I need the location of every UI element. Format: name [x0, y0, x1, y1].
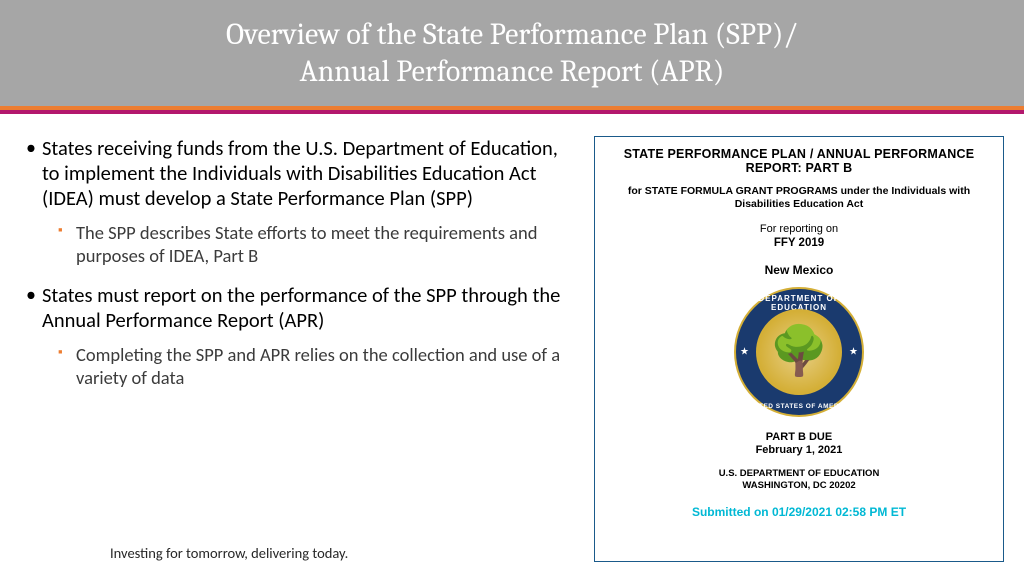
bullet-text: States receiving funds from the U.S. Dep…	[42, 136, 574, 211]
bullet-item: • States must report on the performance …	[20, 283, 574, 333]
slide-title: Overview of the State Performance Plan (…	[226, 16, 798, 91]
title-line-1: Overview of the State Performance Plan (…	[226, 17, 798, 52]
seal-inner-disc: 🌳	[756, 309, 842, 395]
sub-bullet-text: The SPP describes State efforts to meet …	[76, 221, 574, 267]
sub-bullet-item: ▪ The SPP describes State efforts to mee…	[58, 221, 574, 267]
doc-reporting-label: For reporting on	[609, 223, 989, 235]
doc-state: New Mexico	[609, 263, 989, 277]
doc-title: STATE PERFORMANCE PLAN / ANNUAL PERFORMA…	[609, 147, 989, 175]
doc-address: WASHINGTON, DC 20202	[609, 480, 989, 491]
seal-star-left: ★	[740, 347, 749, 358]
accent-stripe	[0, 106, 1024, 114]
tree-icon: 🌳	[769, 328, 829, 376]
title-line-2: Annual Performance Report (APR)	[300, 54, 725, 89]
bullet-marker: •	[20, 136, 42, 211]
slide-header: Overview of the State Performance Plan (…	[0, 0, 1024, 106]
sub-bullet-marker: ▪	[58, 343, 76, 389]
doc-ffy: FFY 2019	[609, 237, 989, 249]
seal-star-right: ★	[849, 347, 858, 358]
bullet-column: • States receiving funds from the U.S. D…	[20, 136, 582, 562]
slide-body: • States receiving funds from the U.S. D…	[0, 114, 1024, 562]
bullet-item: • States receiving funds from the U.S. D…	[20, 136, 574, 211]
doc-due-date: February 1, 2021	[609, 444, 989, 456]
bullet-marker: •	[20, 283, 42, 333]
doc-subtitle: for STATE FORMULA GRANT PROGRAMS under t…	[609, 185, 989, 211]
sub-bullet-text: Completing the SPP and APR relies on the…	[76, 343, 574, 389]
sub-bullet-marker: ▪	[58, 221, 76, 267]
sub-bullet-item: ▪ Completing the SPP and APR relies on t…	[58, 343, 574, 389]
document-preview: STATE PERFORMANCE PLAN / ANNUAL PERFORMA…	[594, 136, 1004, 562]
footer-tagline: Investing for tomorrow, delivering today…	[110, 544, 348, 562]
seal-bottom-text: UNITED STATES OF AMERICA	[734, 403, 864, 410]
doc-department: U.S. DEPARTMENT OF EDUCATION	[609, 468, 989, 479]
doc-partb-label: PART B DUE	[609, 431, 989, 443]
doc-submitted-timestamp: Submitted on 01/29/2021 02:58 PM ET	[609, 505, 989, 519]
bullet-text: States must report on the performance of…	[42, 283, 574, 333]
dept-education-seal: DEPARTMENT OF EDUCATION UNITED STATES OF…	[734, 287, 864, 417]
